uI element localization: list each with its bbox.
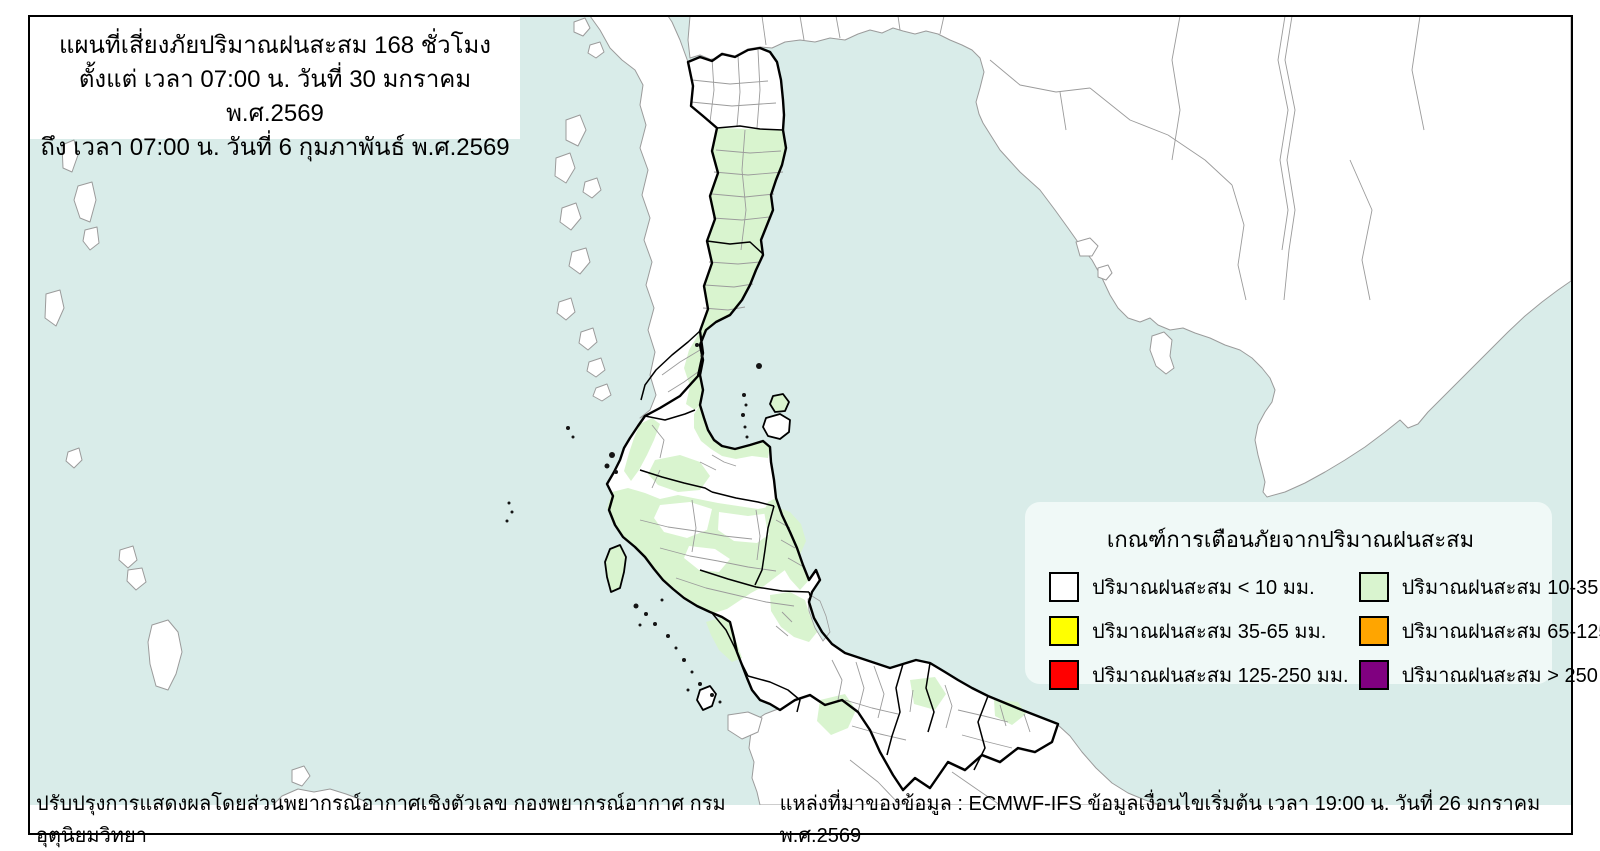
legend-item-10-35: ปริมาณฝนสะสม 10-35 มม.: [1355, 571, 1600, 603]
legend-item-gt250: ปริมาณฝนสะสม > 250 มม.: [1355, 659, 1600, 691]
map-title-line3: ถึง เวลา 07:00 น. วันที่ 6 กุมภาพันธ์ พ.…: [40, 134, 510, 161]
sumatra-coast: [271, 788, 371, 807]
footer-datasource: แหล่งที่มาของข้อมูล : ECMWF-IFS ข้อมูลเง…: [779, 793, 1541, 847]
gulf-islands: [1075, 237, 1175, 375]
legend-grid: ปริมาณฝนสะสม < 10 มม. ปริมาณฝนสะสม 10-35…: [1045, 571, 1600, 691]
legend-title: เกณฑ์การเตือนภัยจากปริมาณฝนสะสม: [1106, 527, 1475, 552]
indochina-landmass: [687, 15, 1572, 498]
legend-label: ปริมาณฝนสะสม 35-65 มม.: [1092, 621, 1327, 643]
legend-item-125-250: ปริมาณฝนสะสม 125-250 มม.: [1045, 659, 1349, 691]
map-title-line2: ตั้งแต่ เวลา 07:00 น. วันที่ 30 มกราคม พ…: [78, 66, 472, 127]
legend-item-65-125: ปริมาณฝนสะสม 65-125 มม.: [1355, 615, 1600, 647]
legend-swatch-purple: [1358, 660, 1389, 690]
mergui-islands: [554, 17, 612, 402]
thai-islands: [505, 343, 791, 711]
andaman-nicobar-islands: [44, 139, 311, 787]
legend-swatch-red: [1049, 660, 1079, 690]
thai-peninsula: [505, 46, 1060, 792]
legend-swatch-green: [1358, 572, 1389, 602]
legend-swatch-white: [1049, 572, 1079, 602]
legend-label: ปริมาณฝนสะสม > 250 มม.: [1401, 665, 1600, 687]
title-box: แผนที่เสี่ยงภัยปริมาณฝนสะสม 168 ชั่วโมง …: [30, 17, 520, 161]
legend-swatch-yellow: [1049, 616, 1079, 646]
map-title-line1: แผนที่เสี่ยงภัยปริมาณฝนสะสม 168 ชั่วโมง: [58, 32, 491, 59]
legend-label: ปริมาณฝนสะสม 10-35 มม.: [1401, 577, 1600, 599]
footer-credit: ปรับปรุงการแสดงผลโดยส่วนพยากรณ์อากาศเชิง…: [36, 793, 726, 847]
footer-bar: ปรับปรุงการแสดงผลโดยส่วนพยากรณ์อากาศเชิง…: [30, 793, 1571, 847]
legend-item-35-65: ปริมาณฝนสะสม 35-65 มม.: [1045, 615, 1349, 647]
legend-label: ปริมาณฝนสะสม 65-125 มม.: [1401, 621, 1600, 643]
legend-label: ปริมาณฝนสะสม 125-250 มม.: [1092, 665, 1349, 687]
legend-label: ปริมาณฝนสะสม < 10 มม.: [1092, 577, 1315, 599]
legend: เกณฑ์การเตือนภัยจากปริมาณฝนสะสม ปริมาณฝน…: [1025, 502, 1600, 690]
district-borders: [639, 49, 1031, 749]
legend-item-lt10: ปริมาณฝนสะสม < 10 มม.: [1045, 571, 1349, 603]
legend-swatch-orange: [1358, 616, 1389, 646]
